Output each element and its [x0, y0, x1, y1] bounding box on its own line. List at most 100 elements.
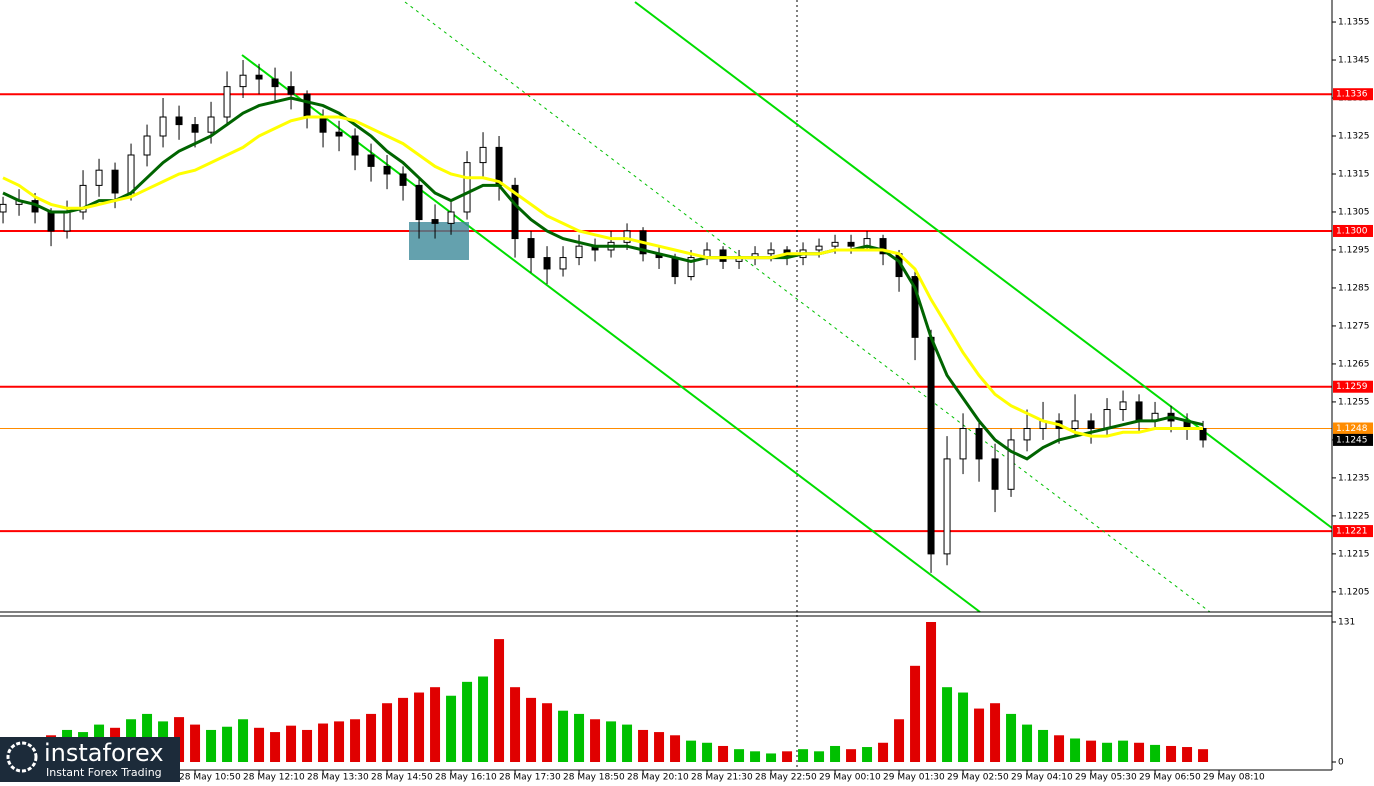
axes: 1.13551.13451.13351.13251.13151.13051.12…: [179, 18, 1370, 783]
candle-body: [1103, 409, 1111, 430]
channel-upper: [634, 1, 1333, 529]
volume-bar: [510, 687, 521, 762]
candle-body: [79, 184, 87, 213]
candle-body: [879, 238, 887, 255]
volume-bar: [798, 749, 809, 762]
volume-bar: [718, 745, 729, 762]
volume-bar: [494, 639, 505, 762]
volume-bar: [814, 751, 825, 762]
y-tick-label: 1.1285: [1338, 283, 1370, 293]
volume-bar: [542, 703, 553, 762]
candle-body: [687, 257, 695, 278]
candle-body: [543, 257, 551, 270]
volume-bar: [222, 726, 233, 762]
channel-midline: [404, 1, 1211, 613]
moving-averages: [2, 96, 1204, 461]
volume-bar: [702, 742, 713, 762]
candle-body: [319, 116, 327, 133]
candle-body: [927, 336, 935, 555]
candle-body: [143, 135, 151, 156]
volume-bar: [382, 703, 393, 762]
volume-tick-label: 0: [1338, 758, 1344, 768]
y-tick-label: 1.1235: [1338, 473, 1370, 483]
volume-bar: [766, 753, 777, 762]
volume-bar: [286, 725, 297, 762]
candle-body: [911, 276, 919, 338]
candle-body: [335, 131, 343, 137]
y-tick-label: 1.1205: [1338, 587, 1370, 597]
candle-body: [63, 211, 71, 232]
volume-bar: [1182, 747, 1193, 762]
volume-bar: [558, 710, 569, 762]
y-tick-label: 1.1215: [1338, 549, 1370, 559]
price-tag: [1333, 422, 1373, 435]
candle-body: [351, 135, 359, 156]
logo-brand: instaforex: [44, 739, 164, 767]
volume-bar: [190, 724, 201, 762]
y-tick-label: 1.1275: [1338, 321, 1370, 331]
x-tick-label: 28 May 14:50: [371, 773, 433, 783]
y-tick-label: 1.1345: [1338, 56, 1370, 66]
volume-bar: [750, 751, 761, 762]
x-tick-label: 28 May 21:30: [691, 773, 753, 783]
candle-body: [383, 165, 391, 175]
candle-body: [175, 116, 183, 126]
price-tag: [1333, 224, 1373, 237]
volume-bar: [478, 676, 489, 762]
volume-bar: [254, 727, 265, 762]
y-tick-label: 1.1305: [1338, 207, 1370, 217]
y-tick-label: 1.1355: [1338, 18, 1370, 28]
candle-body: [159, 116, 167, 137]
candle-body: [815, 245, 823, 251]
candle-body: [271, 78, 279, 88]
x-tick-label: 28 May 20:10: [627, 773, 689, 783]
x-tick-label: 29 May 08:10: [1203, 773, 1265, 783]
candle-body: [479, 146, 487, 164]
volume-bar: [990, 703, 1001, 762]
x-tick-label: 28 May 13:30: [307, 773, 369, 783]
x-tick-label: 29 May 02:50: [947, 773, 1009, 783]
volume-bar: [1070, 738, 1081, 762]
candle-body: [511, 184, 519, 240]
volume-bar: [622, 724, 633, 762]
x-tick-label: 28 May 18:50: [563, 773, 625, 783]
x-tick-label: 29 May 06:50: [1139, 773, 1201, 783]
channel-lower: [241, 54, 981, 613]
annotations: [241, 0, 1333, 770]
candle-body: [127, 154, 135, 194]
candle-body: [623, 230, 631, 243]
x-tick-label: 28 May 16:10: [435, 773, 497, 783]
frame: [0, 0, 1333, 771]
volume-bar: [830, 745, 841, 762]
volume-bar: [1038, 729, 1049, 762]
x-tick-label: 29 May 01:30: [883, 773, 945, 783]
levels: [0, 93, 1332, 533]
candle-body: [831, 241, 839, 247]
y-tick-label: 1.1255: [1338, 397, 1370, 407]
candle-body: [767, 249, 775, 255]
volume-bar: [878, 742, 889, 762]
x-tick-label: 28 May 12:10: [243, 773, 305, 783]
logo-icon: [6, 741, 38, 773]
candle-body: [255, 74, 263, 80]
candle-body: [223, 86, 231, 118]
candle-body: [367, 154, 375, 167]
candle-body: [1087, 420, 1095, 430]
volume-bar: [350, 719, 361, 762]
y-tick-label: 1.1295: [1338, 245, 1370, 255]
volume-bar: [638, 729, 649, 762]
volume-bar: [846, 749, 857, 762]
candle-body: [527, 238, 535, 259]
volume-bar: [1006, 713, 1017, 762]
x-tick-label: 29 May 05:30: [1075, 773, 1137, 783]
volume-tick-label: 131: [1338, 618, 1355, 628]
candle-body: [1119, 401, 1127, 411]
candle-body: [975, 428, 983, 460]
volume-bar: [318, 723, 329, 762]
x-tick-label: 28 May 22:50: [755, 773, 817, 783]
logo: instaforex Instant Forex Trading: [0, 737, 180, 782]
volume-bar: [1150, 744, 1161, 762]
volume-bar: [1134, 742, 1145, 762]
candle-body: [111, 169, 119, 194]
candle-body: [415, 184, 423, 221]
